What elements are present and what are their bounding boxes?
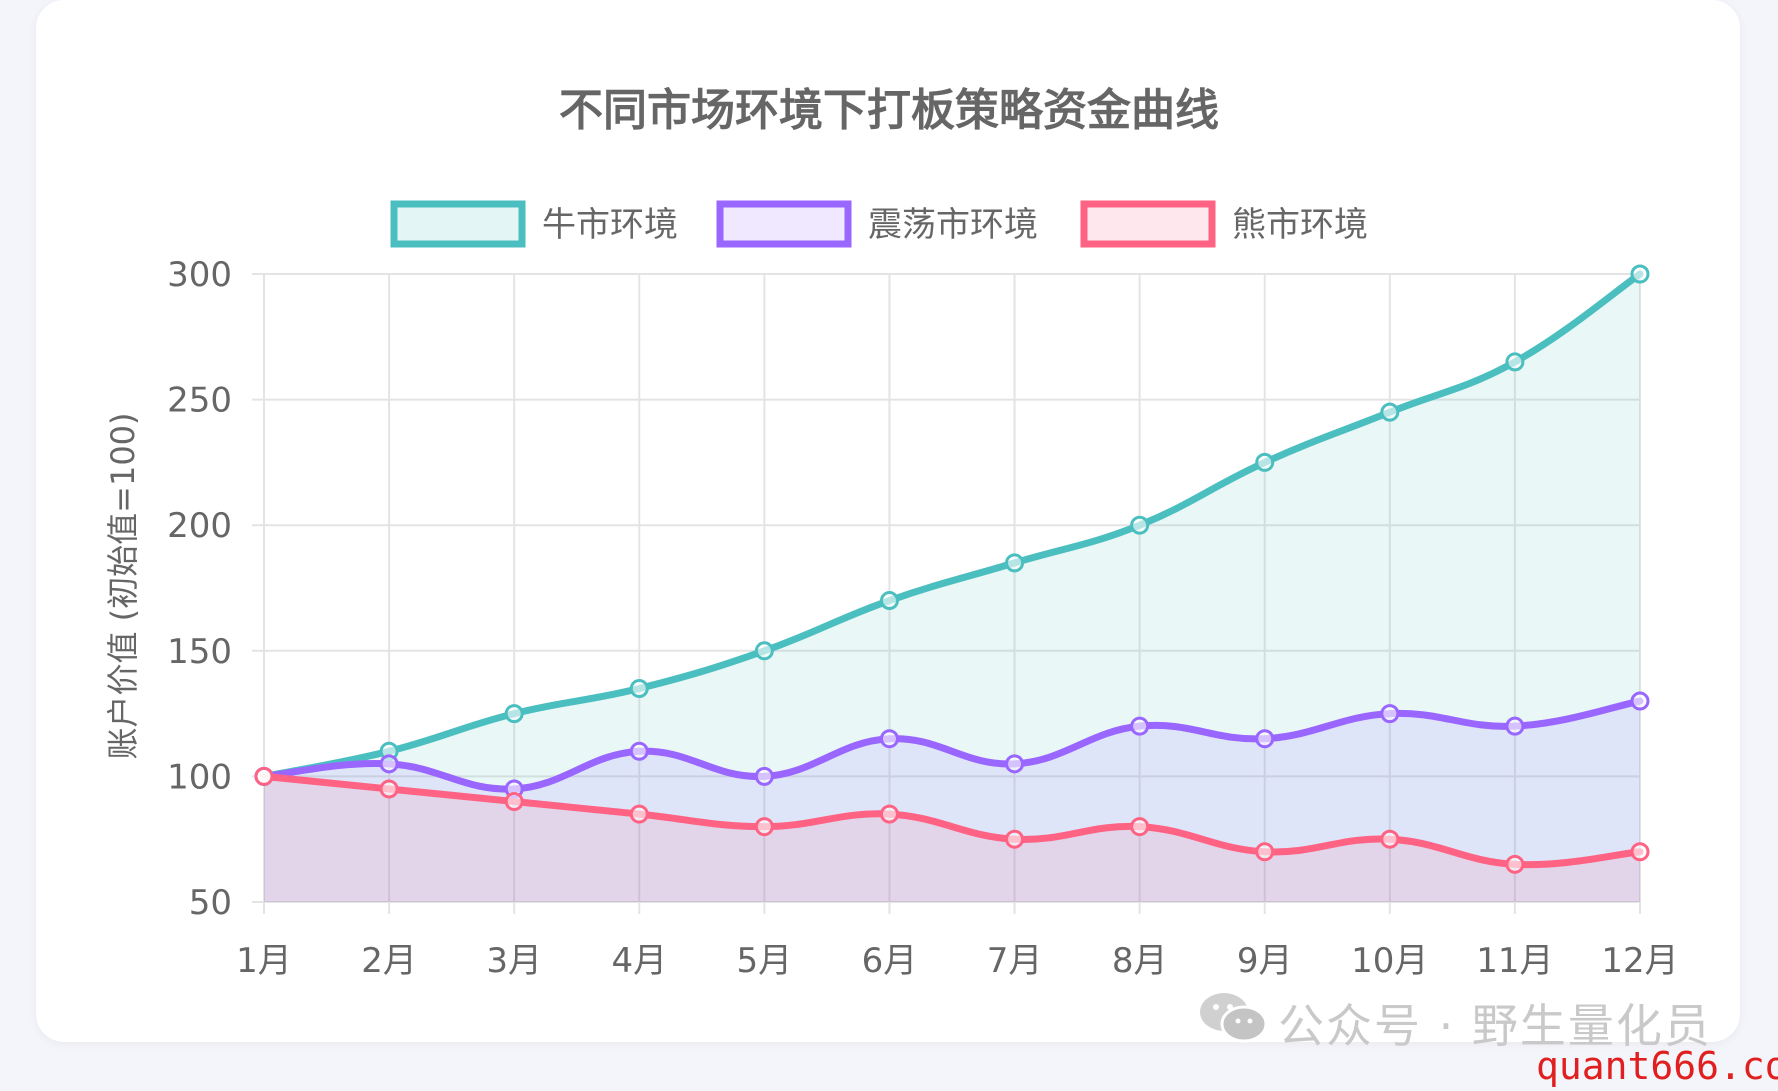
y-tick-label: 100 (167, 757, 232, 797)
data-point (1255, 452, 1275, 472)
chart-legend[interactable]: 牛市环境 震荡市环境 熊市环境 (390, 200, 1368, 248)
y-tick-label: 300 (167, 255, 232, 295)
data-point (1005, 553, 1025, 573)
y-axis-ticks: 50 100 150 200 250 300 (167, 255, 232, 923)
data-point (1505, 352, 1525, 372)
wechat-icon (1200, 993, 1268, 1043)
y-tick-label: 250 (167, 381, 232, 421)
x-tick-label: 12月 (1601, 941, 1678, 981)
data-point (504, 792, 524, 812)
x-tick-label: 8月 (1112, 941, 1168, 981)
data-point (879, 804, 899, 824)
data-point (1130, 716, 1150, 736)
data-point (629, 804, 649, 824)
data-point (754, 817, 774, 837)
series-area-0 (264, 274, 1640, 902)
data-point (379, 779, 399, 799)
x-tick-label: 6月 (862, 941, 918, 981)
x-tick-label: 9月 (1237, 941, 1293, 981)
chart-title: 不同市场环境下打板策略资金曲线 (559, 85, 1219, 136)
legend-label: 牛市环境 (542, 205, 678, 245)
data-point (1255, 729, 1275, 749)
legend-label: 震荡市环境 (868, 205, 1038, 245)
x-tick-label: 7月 (987, 941, 1043, 981)
data-point (879, 591, 899, 611)
data-point (1630, 264, 1650, 284)
data-point (379, 754, 399, 774)
data-point (1130, 515, 1150, 535)
watermark-text: 公众号 · 野生量化员 (1278, 999, 1712, 1053)
y-tick-label: 50 (189, 883, 232, 923)
data-point (504, 704, 524, 724)
series-line-1 (260, 697, 1644, 793)
data-point (1005, 754, 1025, 774)
data-point (1380, 829, 1400, 849)
data-point (629, 678, 649, 698)
series-line-2 (260, 772, 1644, 869)
y-tick-label: 200 (167, 506, 232, 546)
data-point (754, 641, 774, 661)
x-tick-label: 3月 (486, 941, 542, 981)
legend-swatch (716, 200, 852, 248)
x-tick-label: 4月 (611, 941, 667, 981)
data-point (1380, 402, 1400, 422)
x-tick-label: 1月 (236, 941, 292, 981)
data-point (1630, 842, 1650, 862)
series-lines (260, 270, 1644, 869)
series-line-0 (260, 270, 1644, 780)
site-watermark: quant666.com (1536, 1044, 1778, 1088)
data-point (1005, 829, 1025, 849)
x-tick-label: 5月 (737, 941, 793, 981)
legend-label: 熊市环境 (1232, 205, 1368, 245)
y-axis-label: 账户价值 (初始值=100) (104, 412, 142, 759)
x-tick-label: 10月 (1351, 941, 1428, 981)
data-point (1505, 716, 1525, 736)
data-point (629, 741, 649, 761)
data-point (254, 766, 274, 786)
chart-card (36, 0, 1740, 1042)
data-point (1630, 691, 1650, 711)
data-point (1130, 817, 1150, 837)
data-point (754, 766, 774, 786)
series-area-2 (264, 776, 1640, 902)
data-point (1255, 842, 1275, 862)
legend-swatch (390, 200, 526, 248)
data-point (1505, 854, 1525, 874)
x-axis-ticks: 1月 2月 3月 4月 5月 6月 7月 8月 9月 10月 11月 12月 (236, 941, 1678, 981)
series-areas (264, 274, 1640, 902)
data-point (1380, 704, 1400, 724)
x-tick-label: 11月 (1476, 941, 1553, 981)
series-points (254, 264, 1650, 874)
legend-swatch (1080, 200, 1216, 248)
x-tick-label: 2月 (361, 941, 417, 981)
data-point (879, 729, 899, 749)
y-tick-label: 150 (167, 632, 232, 672)
chart-grid (252, 273, 1641, 914)
